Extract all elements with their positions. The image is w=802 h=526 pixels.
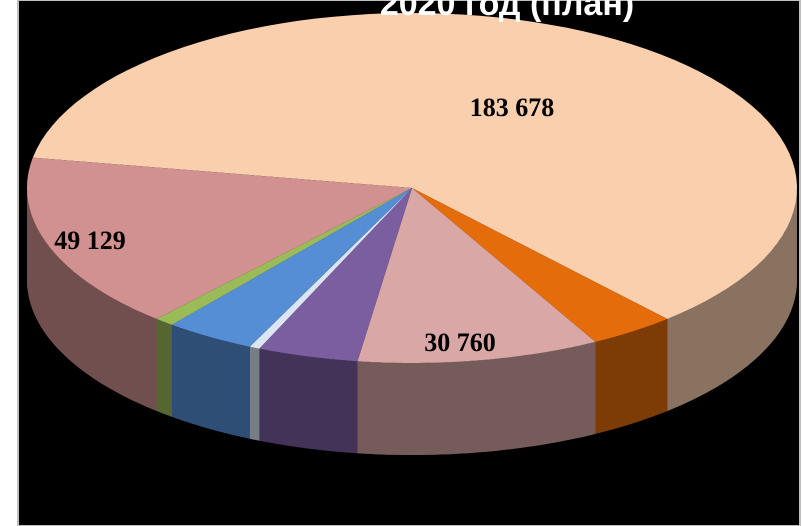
slice [249, 188, 412, 349]
slice-side-shade [27, 188, 157, 411]
slice-side [171, 324, 250, 439]
slice [357, 188, 596, 363]
labels: 183 678 30 760 49 129 [54, 93, 554, 357]
slice-side [249, 346, 260, 441]
slice-side-shade [156, 318, 172, 417]
slice [171, 188, 412, 347]
slice [412, 188, 668, 342]
slice-side-shade [171, 324, 250, 439]
slice-side-shade [357, 341, 596, 455]
slice-side [595, 319, 668, 434]
pie-tops [27, 13, 798, 363]
slice-side-fill [357, 341, 596, 455]
slice-side-fill [156, 318, 172, 417]
slice [259, 188, 412, 362]
data-label: 183 678 [470, 93, 555, 122]
slice-side-shade [667, 188, 797, 411]
slice [27, 157, 412, 319]
slice-side [156, 318, 172, 417]
slice-side [27, 188, 157, 411]
data-label: 49 129 [54, 226, 126, 255]
slice-side [259, 348, 358, 454]
slice-side [667, 188, 797, 411]
slice-side-shade [259, 348, 358, 454]
pie-sides [27, 188, 797, 455]
slice-side-fill [171, 324, 250, 439]
slice [156, 188, 412, 325]
data-label: 30 760 [424, 328, 496, 357]
slice-side-shade [595, 319, 668, 434]
slice [32, 13, 798, 319]
slice-side-shade [249, 346, 260, 441]
slice-side-fill [259, 348, 358, 454]
slice-side-fill [667, 188, 797, 411]
slice-side-fill [249, 346, 260, 441]
slice-side-fill [27, 188, 157, 411]
chart-title: 2020 год (план) [380, 0, 634, 23]
slice-side-fill [595, 319, 668, 434]
slice-side [357, 341, 596, 455]
